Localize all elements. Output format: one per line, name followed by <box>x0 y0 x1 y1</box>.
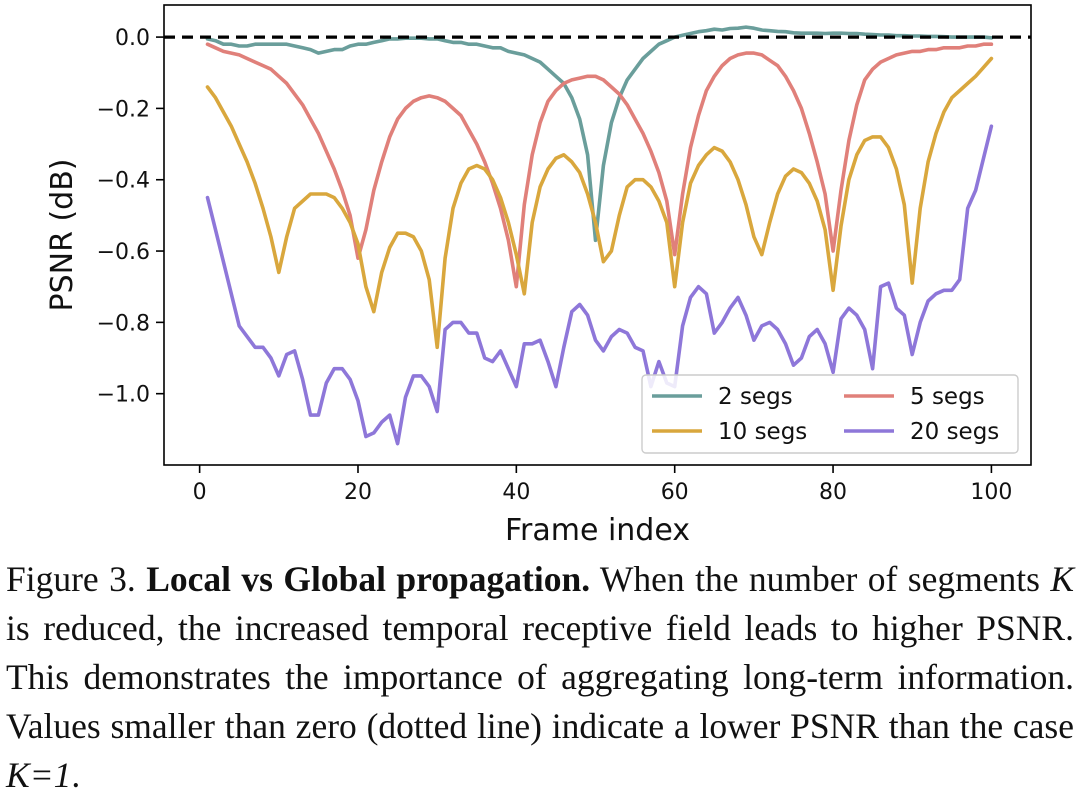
x-tick-label-60: 60 <box>661 480 689 505</box>
y-tick-label-0: 0.0 <box>115 26 150 51</box>
figure-caption: Figure 3. Local vs Global propagation. W… <box>6 555 1074 800</box>
series-line-2-segs <box>205 25 994 243</box>
caption-case-eq: K=1 <box>6 755 72 795</box>
caption-title: Local vs Global propagation. <box>146 559 591 599</box>
x-tick-label-40: 40 <box>502 480 530 505</box>
caption-text-2: is reduced, the increased temporal recep… <box>6 608 1074 746</box>
series-line-10-segs <box>205 56 994 350</box>
x-tick-label-80: 80 <box>819 480 847 505</box>
y-tick-label-2: −0.4 <box>97 169 150 194</box>
psnr-line-chart: 0 20 40 60 80 100 0.0 −0.2 −0.4 −0.6 −0.8 −1.0 Frame… <box>45 4 1032 548</box>
y-tick-label-3: −0.6 <box>97 240 150 265</box>
x-axis-label: Frame index <box>505 513 690 548</box>
x-tick-label-0: 0 <box>193 480 207 505</box>
legend-label-20-segs: 20 segs <box>910 419 999 445</box>
series-line-5-segs <box>205 42 994 289</box>
series-line-20-segs <box>205 124 994 446</box>
plot-frame <box>163 4 1032 466</box>
chart-figure: 0 20 40 60 80 100 0.0 −0.2 −0.4 −0.6 −0.8 −1.0 Frame… <box>45 4 1032 548</box>
x-tick-label-20: 20 <box>344 480 372 505</box>
x-tick-label-100: 100 <box>970 480 1012 505</box>
legend-box <box>641 374 1019 454</box>
legend-label-2-segs: 2 segs <box>718 384 793 410</box>
caption-var-k: K <box>1050 559 1075 599</box>
legend-label-10-segs: 10 segs <box>718 419 807 445</box>
y-tick-label-1: −0.2 <box>97 97 150 122</box>
y-tick-label-5: −1.0 <box>97 383 150 408</box>
y-axis-label: PSNR (dB) <box>45 159 80 312</box>
y-tick-label-4: −0.8 <box>97 311 150 336</box>
caption-label: Figure 3. <box>6 559 136 599</box>
legend-label-5-segs: 5 segs <box>910 384 985 410</box>
caption-text-1: When the number of segments <box>599 559 1040 599</box>
caption-end: . <box>71 755 81 795</box>
